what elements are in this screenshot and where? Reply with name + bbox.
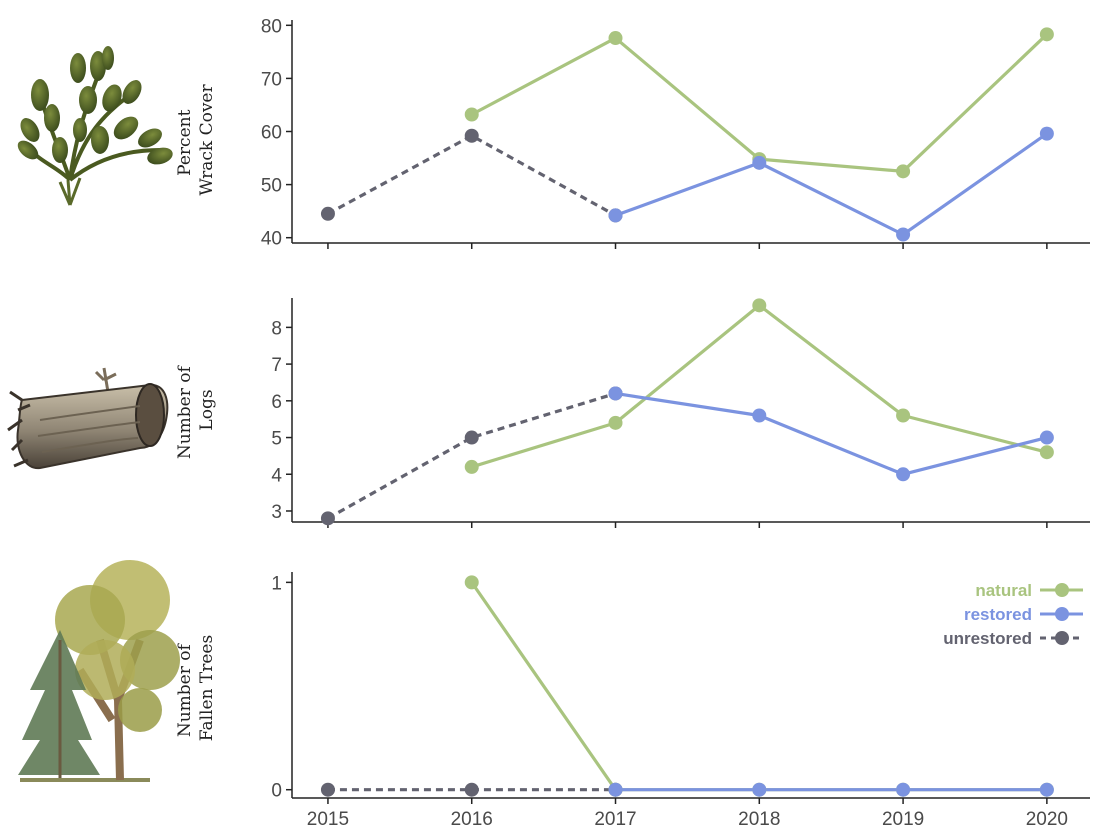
panel-fallen-trees: 0 1 2015 2016 2017 2018 2019 2020 [271,572,1090,830]
series-line-natural [470,581,1047,792]
data-point-unrestored [320,511,335,526]
data-point-restored [608,782,623,797]
y-tick-label: 70 [261,69,282,90]
y-tick-label: 4 [271,465,282,486]
x-tick-label: 2018 [738,809,780,830]
data-point-natural [896,408,911,423]
data-point-restored [896,467,911,482]
x-tick-label: 2020 [1026,809,1068,830]
y-label-line: Wrack Cover [197,84,217,196]
y-tick-label: 8 [271,318,282,339]
y-tick-label: 6 [271,392,282,413]
data-point-restored [752,782,767,797]
data-point-natural [464,575,479,590]
seaweed-illustration [17,46,173,206]
y-tick-label: 7 [271,355,282,376]
legend-marker-restored [1055,607,1069,621]
data-point-restored [752,155,767,170]
data-point-restored [752,408,767,423]
legend-item-restored: restored [964,605,1083,624]
series-line-natural [471,303,1048,469]
svg-text:Number of Fallen Trees: Number of Fallen Trees [175,635,217,741]
data-point-natural [1039,27,1054,42]
y-axis-label-panel-3: Number of Fallen Trees [175,635,217,741]
panel-wrack-cover: 40 50 60 70 80 [261,16,1090,250]
x-tick-label: 2016 [451,809,493,830]
log-illustration [7,367,169,470]
legend: natural restored unrestored [943,581,1083,648]
y-label-line: Logs [197,389,217,430]
data-point-restored [1039,126,1054,141]
data-point-natural [608,415,623,430]
x-tick-label: 2017 [594,809,636,830]
series-line-unrestored [327,391,616,520]
data-point-unrestored [464,430,479,445]
y-label-line: Percent [175,109,195,175]
y-tick-label: 50 [261,176,282,197]
data-point-natural [752,298,767,313]
y-tick-label: 40 [261,229,282,250]
data-point-restored [608,208,623,223]
series-line-restored [614,132,1048,237]
data-point-natural [1039,445,1054,460]
y-label-line: Number of [175,365,195,460]
svg-text:Number of Logs: Number of Logs [175,361,217,459]
y-axis-label-panel-1: Percent Wrack Cover [175,84,217,196]
y-tick-label: 0 [271,781,282,802]
panel-logs: 3 4 5 6 7 8 [271,298,1090,528]
x-tick-label: 2015 [307,809,349,830]
data-point-unrestored [464,128,479,143]
legend-item-natural: natural [975,581,1083,600]
data-point-unrestored [320,782,335,797]
series-line-natural [470,33,1048,173]
data-point-natural [464,459,479,474]
legend-item-unrestored: unrestored [943,629,1083,648]
series-line-restored [615,391,1048,476]
legend-label-restored: restored [964,605,1032,624]
data-point-restored [1039,782,1054,797]
y-label-line: Fallen Trees [197,635,217,741]
data-point-restored [896,227,911,242]
data-point-natural [896,164,911,179]
legend-marker-natural [1055,583,1069,597]
y-label-line: Number of [175,643,195,738]
data-point-natural [464,107,479,122]
data-point-unrestored [464,782,479,797]
x-tick-label: 2019 [882,809,924,830]
legend-label-natural: natural [975,581,1032,600]
tree-illustration [18,560,180,782]
data-point-unrestored [320,206,335,221]
data-point-restored [896,782,911,797]
series-line-unrestored [327,134,617,217]
legend-label-unrestored: unrestored [943,629,1032,648]
y-tick-label: 1 [271,573,282,594]
data-point-restored [1039,430,1054,445]
y-tick-label: 5 [271,429,282,450]
y-tick-label: 60 [261,123,282,144]
y-axis-label-panel-2: Number of Logs [175,361,217,460]
legend-marker-unrestored [1055,631,1069,645]
y-tick-label: 80 [261,16,282,37]
y-tick-label: 3 [271,502,282,523]
svg-text:Percent Wrack Cover: Percent Wrack Cover [175,84,217,196]
data-point-natural [608,31,623,46]
data-point-restored [608,386,623,401]
